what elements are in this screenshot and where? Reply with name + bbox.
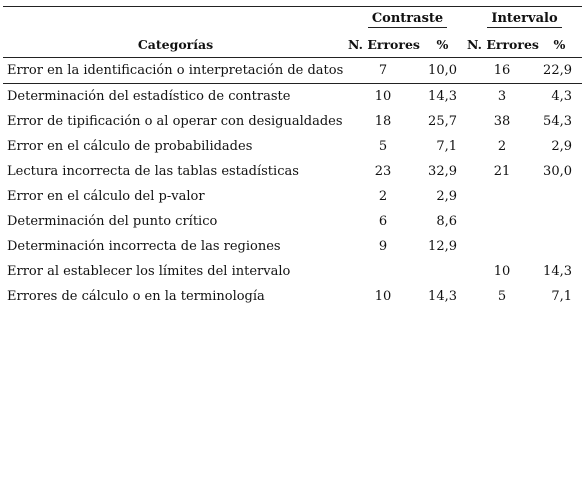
table-row: Determinación del estadístico de contras…	[3, 84, 582, 110]
cell-contraste-pct: 32,9	[428, 164, 457, 179]
row-category: Determinación del punto crítico	[7, 214, 218, 229]
cell-intervalo-pct	[537, 234, 582, 259]
row-category: Determinación incorrecta de las regiones	[7, 239, 281, 254]
cell-intervalo-n: 38	[493, 114, 511, 129]
cell-contraste-n	[348, 259, 418, 284]
cell-contraste-pct: 14,3	[428, 289, 457, 304]
error-categories-table: Contraste Intervalo Categorías N. Errore…	[3, 6, 582, 309]
cell-contraste-pct: 7,1	[436, 139, 457, 154]
cell-intervalo-pct: 7,1	[551, 289, 572, 304]
cell-intervalo-pct: 14,3	[543, 264, 572, 279]
cell-contraste-n: 10	[374, 289, 392, 304]
table-row: Error en el cálculo de probabilidades 5 …	[3, 134, 582, 159]
table-row: Lectura incorrecta de las tablas estadís…	[3, 159, 582, 184]
group-header-intervalo-label: Intervalo	[487, 11, 562, 28]
table-row: Error en la identificación o interpretac…	[3, 57, 582, 84]
column-header-pct-contraste: %	[418, 31, 467, 58]
cell-contraste-n: 7	[348, 57, 418, 84]
cell-intervalo-pct: 54,3	[543, 114, 572, 129]
group-header-contraste-label: Contraste	[367, 11, 448, 28]
row-category: Error en el cálculo de probabilidades	[7, 139, 253, 154]
cell-intervalo-pct: 4,3	[551, 89, 572, 104]
row-category: Error de tipificación o al operar con de…	[7, 114, 343, 129]
cell-contraste-n: 18	[374, 114, 392, 129]
cell-intervalo-pct: 30,0	[543, 164, 572, 179]
row-category: Error en la identificación o interpretac…	[3, 57, 348, 84]
cell-intervalo-n	[467, 234, 537, 259]
cell-intervalo-pct	[537, 209, 582, 234]
table-row: Error de tipificación o al operar con de…	[3, 109, 582, 134]
group-header-contraste: Contraste	[348, 6, 467, 31]
cell-intervalo-n: 16	[467, 57, 537, 84]
row-category: Error en el cálculo del p-valor	[7, 189, 205, 204]
cell-contraste-n: 10	[374, 89, 392, 104]
table-row: Errores de cálculo o en la terminología …	[3, 284, 582, 309]
cell-contraste-pct: 8,6	[436, 214, 457, 229]
cell-contraste-pct: 25,7	[428, 114, 457, 129]
row-category: Errores de cálculo o en la terminología	[7, 289, 265, 304]
column-header-row: Categorías N. Errores % N. Errores %	[3, 31, 582, 58]
cell-contraste-n: 2	[378, 189, 388, 204]
table-row: Determinación del punto crítico 6 8,6	[3, 209, 582, 234]
table-row: Determinación incorrecta de las regiones…	[3, 234, 582, 259]
column-header-n-errores-contraste: N. Errores	[348, 31, 420, 58]
cell-intervalo-pct: 2,9	[551, 139, 572, 154]
group-header-intervalo: Intervalo	[467, 6, 582, 31]
cell-intervalo-n	[467, 184, 537, 209]
row-category: Determinación del estadístico de contras…	[7, 89, 291, 104]
cell-contraste-pct: 2,9	[436, 189, 457, 204]
cell-contraste-pct: 14,3	[428, 89, 457, 104]
row-category: Error al establecer los límites del inte…	[7, 264, 291, 279]
cell-contraste-n: 6	[378, 214, 388, 229]
cell-contraste-pct: 12,9	[428, 239, 457, 254]
column-header-n-errores-intervalo: N. Errores	[467, 31, 539, 58]
row-category: Lectura incorrecta de las tablas estadís…	[7, 164, 299, 179]
cell-contraste-n: 5	[378, 139, 388, 154]
cell-intervalo-n: 2	[497, 139, 507, 154]
cell-contraste-pct: 10,0	[418, 57, 467, 84]
cell-contraste-n: 23	[374, 164, 392, 179]
cell-intervalo-pct: 22,9	[537, 57, 582, 84]
cell-intervalo-n: 3	[497, 89, 507, 104]
cell-contraste-pct	[418, 259, 467, 284]
cell-intervalo-n	[467, 209, 537, 234]
empty-header-cell	[3, 6, 348, 31]
column-header-pct-intervalo: %	[537, 31, 582, 58]
cell-intervalo-n: 5	[497, 289, 507, 304]
group-header-row: Contraste Intervalo	[3, 6, 582, 31]
table-row: Error en el cálculo del p-valor 2 2,9	[3, 184, 582, 209]
table-row: Error al establecer los límites del inte…	[3, 259, 582, 284]
cell-intervalo-n: 10	[493, 264, 511, 279]
cell-contraste-n: 9	[378, 239, 388, 254]
column-header-categorias: Categorías	[3, 31, 348, 58]
cell-intervalo-n: 21	[493, 164, 511, 179]
cell-intervalo-pct	[537, 184, 582, 209]
